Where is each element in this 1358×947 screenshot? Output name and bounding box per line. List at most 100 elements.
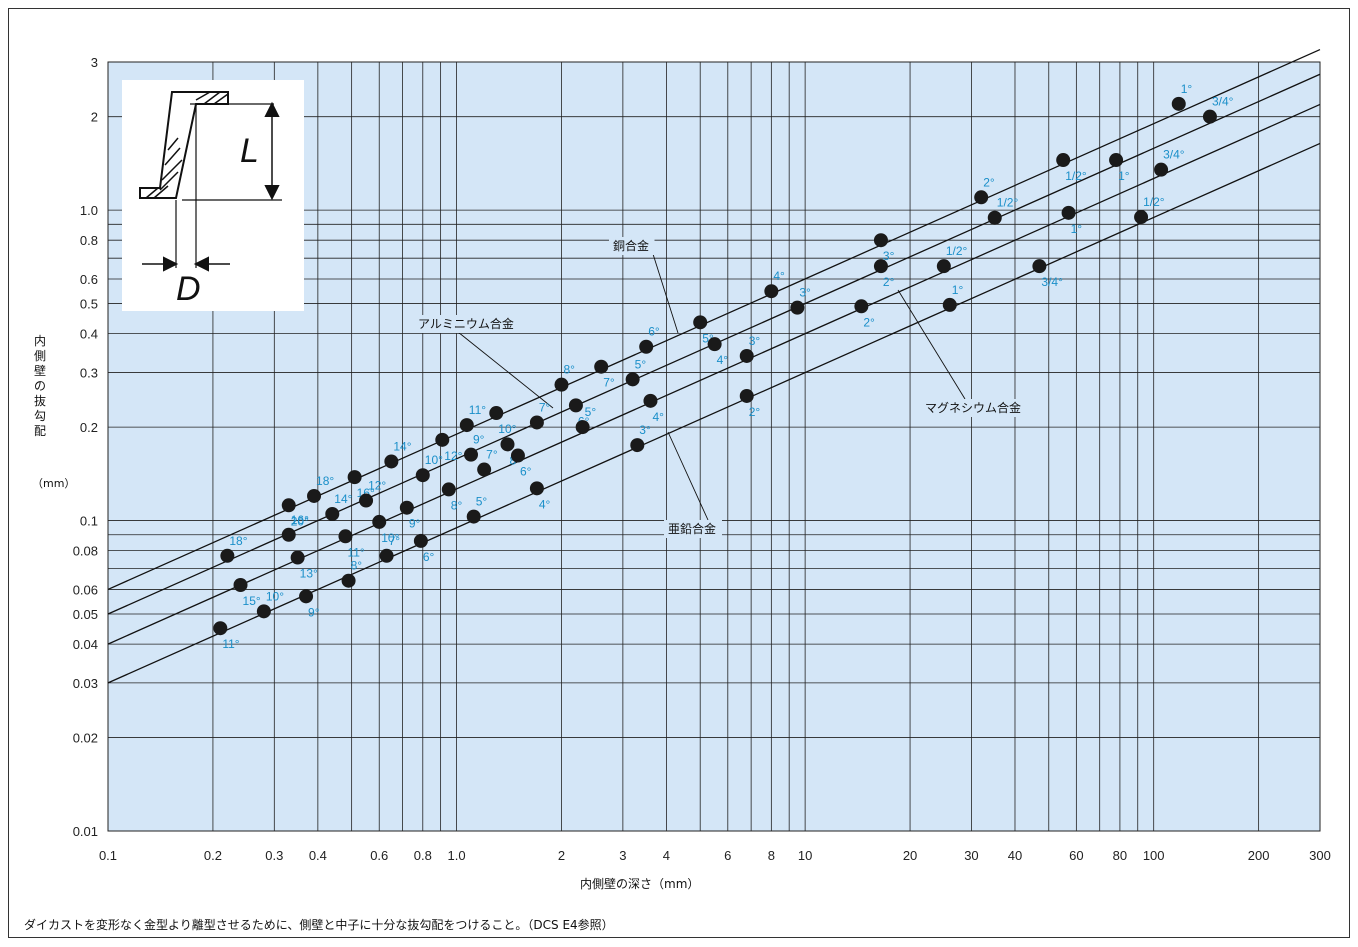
y-tick-label: 0.02 [73, 731, 98, 746]
data-point [987, 210, 1002, 225]
draft-diagram: L D [122, 80, 304, 311]
draft-angle-label: 20° [291, 514, 309, 528]
draft-angle-label: 5° [585, 405, 597, 419]
draft-angle-label: 12° [444, 449, 462, 463]
data-point [936, 259, 951, 274]
draft-angle-label: 9° [409, 517, 421, 531]
data-point [500, 437, 515, 452]
data-point [739, 348, 754, 363]
draft-angle-label: 1/2° [1143, 195, 1165, 209]
x-tick-label: 0.1 [99, 848, 117, 863]
x-tick-label: 10 [798, 848, 812, 863]
x-tick-label: 0.3 [265, 848, 283, 863]
data-point [942, 297, 957, 312]
leader-lines [457, 253, 966, 521]
x-tick-label: 30 [964, 848, 978, 863]
data-point [281, 498, 296, 513]
x-tick-label: 100 [1143, 848, 1165, 863]
data-point [233, 578, 248, 593]
y-tick-label: 0.3 [80, 365, 98, 380]
data-point [299, 589, 314, 604]
draft-angle-label: 13° [300, 567, 318, 581]
data-point [256, 604, 271, 619]
data-point [510, 448, 525, 463]
y-tick-label: 0.08 [73, 544, 98, 559]
series-label-bg [921, 399, 1029, 417]
draft-angle-label: 1/2° [1065, 169, 1087, 183]
draft-angle-label: 3° [799, 286, 811, 300]
draft-angle-label: 18° [316, 474, 334, 488]
draft-angle-label: 16° [291, 513, 309, 527]
data-point [854, 299, 869, 314]
data-point [1109, 153, 1124, 168]
data-point [399, 500, 414, 515]
draft-angle-label: 3/4° [1041, 275, 1063, 289]
data-point [873, 259, 888, 274]
x-tick-label: 3 [619, 848, 626, 863]
x-tick-label: 4 [663, 848, 670, 863]
data-point [213, 621, 228, 636]
data-point [281, 527, 296, 542]
series-label-bg [414, 315, 522, 333]
x-tick-label: 300 [1309, 848, 1331, 863]
data-point [643, 393, 658, 408]
x-tick-label: 20 [903, 848, 917, 863]
data-point [529, 415, 544, 430]
y-tick-label: 0.05 [73, 607, 98, 622]
x-axis-label: 内側壁の深さ（mm） [580, 877, 700, 891]
series-line [107, 103, 1321, 645]
draft-angle-label: 3° [639, 423, 651, 437]
data-point [790, 300, 805, 315]
data-point [338, 529, 353, 544]
wall-section-icon [139, 91, 282, 272]
draft-angle-label: 1/2° [997, 196, 1019, 210]
data-point [372, 514, 387, 529]
grid [107, 61, 1321, 832]
y-tick-label: 3 [91, 55, 98, 70]
data-point [466, 509, 481, 524]
data-point [529, 481, 544, 496]
draft-angle-label: 1° [1118, 169, 1130, 183]
data-point [1061, 205, 1076, 220]
data-point [1171, 96, 1186, 111]
draft-angle-label: 14° [393, 439, 411, 453]
data-point [325, 506, 340, 521]
x-tick-label: 0.2 [204, 848, 222, 863]
draft-angle-label: 4° [773, 269, 785, 283]
y-tick-label: 1.0 [80, 203, 98, 218]
data-point [441, 482, 456, 497]
data-point [594, 359, 609, 374]
draft-angle-label: 6° [423, 550, 435, 564]
data-point [707, 337, 722, 352]
draft-angle-label: 3/4° [1163, 148, 1185, 162]
y-tick-label: 2 [91, 110, 98, 125]
data-point [290, 550, 305, 565]
y-tick-label: 0.1 [80, 514, 98, 529]
data-point [384, 454, 399, 469]
draft-angle-label: 4° [539, 497, 551, 511]
draft-angle-label: 1/2° [946, 244, 968, 258]
data-point [379, 548, 394, 563]
x-tick-label: 200 [1248, 848, 1270, 863]
draft-angle-label: 2° [749, 405, 761, 419]
draft-angle-label: 10° [498, 422, 516, 436]
data-point [764, 284, 779, 299]
draft-angle-label: 10° [425, 453, 443, 467]
draft-angle-label: 1° [1181, 82, 1193, 96]
data-point [435, 432, 450, 447]
depth-symbol: D [176, 270, 201, 308]
data-point [413, 533, 428, 548]
leader-line [897, 289, 966, 400]
y-tick-label: 0.06 [73, 582, 98, 597]
draft-angle-label: 5° [635, 357, 647, 371]
draft-angle-label: 8° [451, 498, 463, 512]
data-point [459, 418, 474, 433]
data-point [489, 406, 504, 421]
x-tick-label: 8 [768, 848, 775, 863]
draft-angle-label: 7° [389, 534, 401, 548]
draft-angle-label: 8° [351, 559, 363, 573]
y-tick-label: 0.03 [73, 676, 98, 691]
x-tick-label: 1.0 [448, 848, 466, 863]
draft-angle-label: 6° [520, 465, 532, 479]
